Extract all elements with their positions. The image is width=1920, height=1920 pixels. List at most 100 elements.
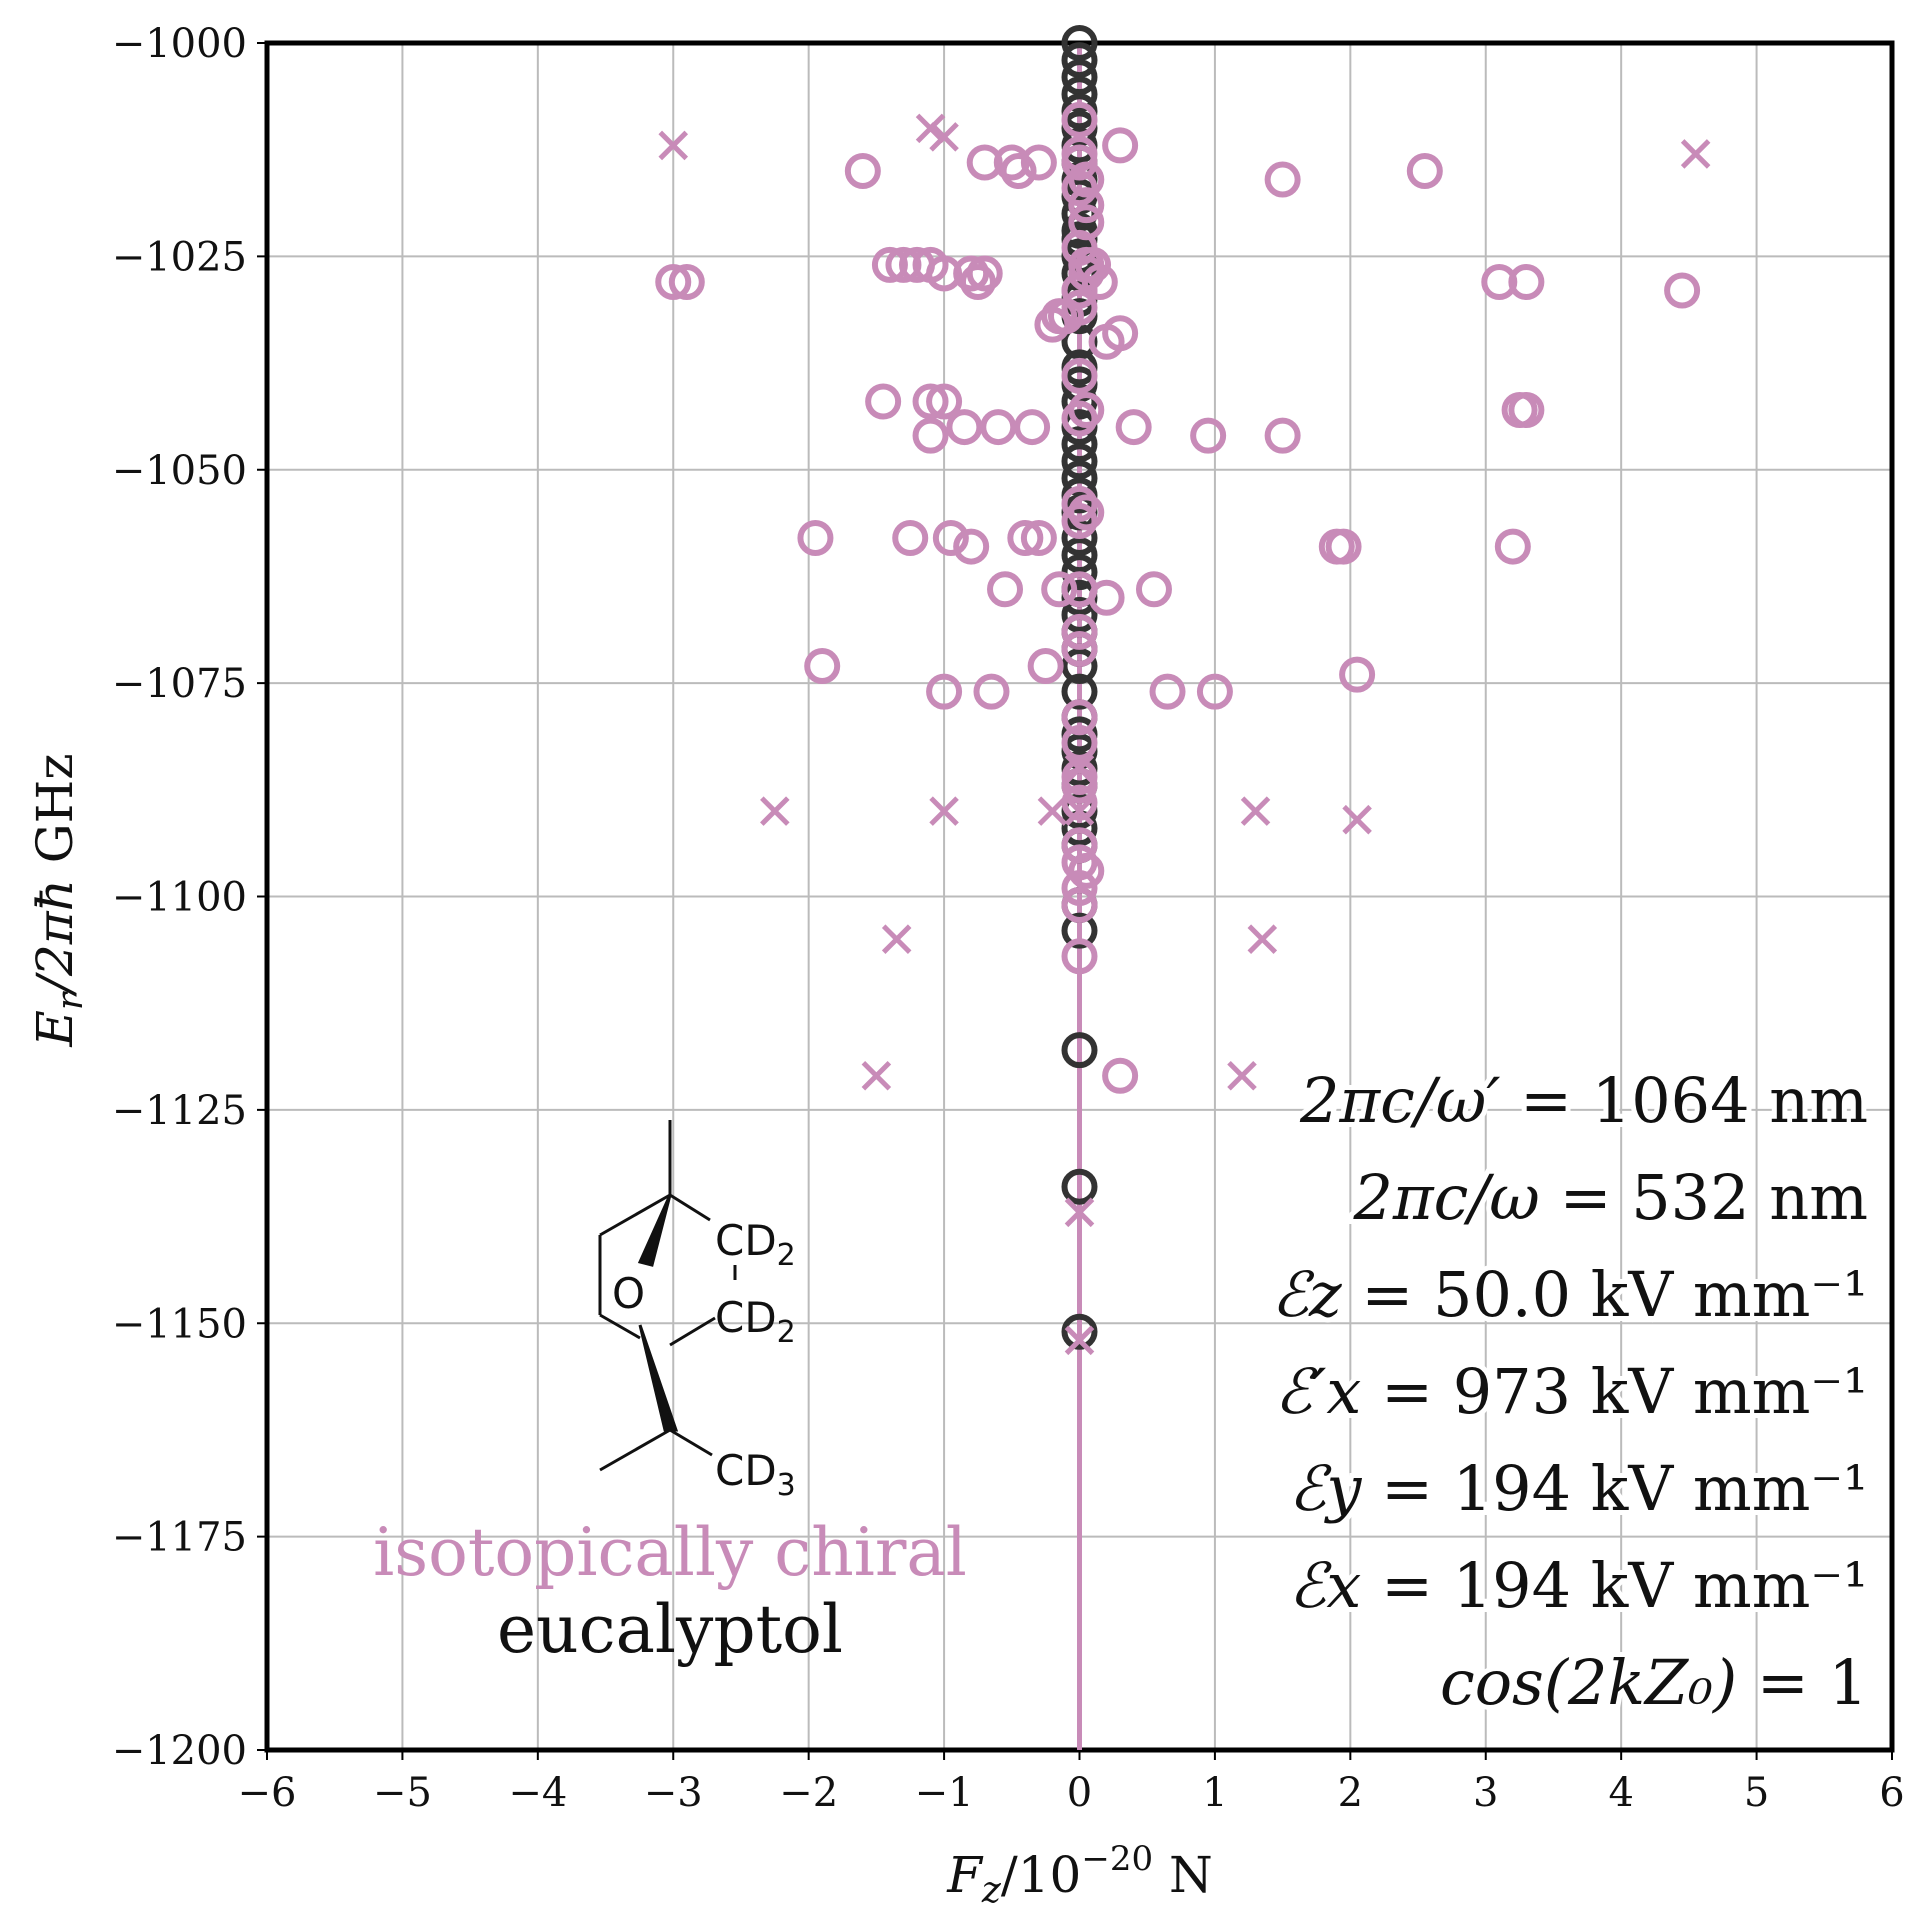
chiral-circle-point — [1664, 272, 1701, 309]
achiral-point — [1061, 195, 1098, 232]
chiral-circle-point — [1494, 528, 1531, 565]
chiral-circle-point — [1264, 417, 1301, 454]
y-tick-label: −1175 — [112, 1515, 247, 1561]
cross-stroke — [1064, 1197, 1095, 1228]
achiral-point — [1061, 537, 1098, 574]
chiral-circle-point — [946, 409, 983, 446]
annotation-line: 2πc/ω′ = 1064 nm — [1299, 1064, 1868, 1137]
chiral-circle-point — [1061, 630, 1098, 667]
chiral-circle-point — [1135, 571, 1172, 608]
chiral-cross-point — [1342, 804, 1372, 835]
chiral-cross-point — [658, 130, 689, 161]
annotation-line: ℰy = 194 kV mm⁻¹ — [1289, 1452, 1868, 1525]
cross-stroke — [1227, 1060, 1257, 1091]
achiral-point — [1061, 1032, 1098, 1069]
chiral-circle-point — [655, 263, 692, 300]
chiral-circle-point — [668, 263, 705, 300]
achiral-point — [1061, 1168, 1098, 1205]
chiral-circle-point — [1102, 315, 1139, 352]
achiral-point — [1061, 42, 1098, 79]
chiral-cross-point — [1064, 1325, 1095, 1356]
chiral-circle-point — [1061, 101, 1098, 138]
chiral-cross-point — [881, 924, 912, 954]
achiral-point — [1061, 912, 1098, 949]
annotation-line: ℰz = 50.0 kV mm⁻¹ — [1271, 1258, 1868, 1331]
chiral-circle-point — [1061, 784, 1098, 821]
chiral-circle-point — [865, 383, 902, 420]
chiral-circle-point — [797, 520, 834, 557]
annotation-line: 2πc/ω = 532 nm — [1352, 1161, 1868, 1234]
chiral-cross-point — [1240, 796, 1271, 826]
achiral-point — [1061, 383, 1098, 420]
chiral-circle-point — [1014, 409, 1051, 446]
x-tick-label: −6 — [238, 1770, 297, 1816]
achiral-point — [1061, 460, 1098, 497]
achiral-point — [1061, 59, 1098, 96]
chiral-circle-point — [1061, 938, 1098, 975]
chiral-circle-point — [973, 673, 1010, 710]
x-tick-label: −4 — [508, 1770, 567, 1816]
chiral-circle-point — [1115, 409, 1152, 446]
chiral-circle-point — [1075, 246, 1112, 283]
annotation-line: ℰx = 194 kV mm⁻¹ — [1289, 1549, 1868, 1622]
y-tick-label: −1200 — [112, 1728, 247, 1774]
chiral-circle-point — [1102, 127, 1139, 164]
chiral-circle-point — [1088, 579, 1125, 616]
data-points — [655, 25, 1711, 1356]
parameter-annotations: 2πc/ω′ = 1064 nm 2πc/ω = 532 nm ℰz = 50.0 … — [1266, 1059, 1873, 1724]
chiral-circle-point — [1061, 699, 1098, 736]
chiral-circle-point — [1020, 520, 1057, 557]
x-tick-label: −5 — [373, 1770, 432, 1816]
chiral-circle-point — [926, 383, 963, 420]
chiral-cross-point — [1064, 753, 1095, 784]
chiral-circle-point — [1007, 520, 1044, 557]
chiral-circle-point — [1061, 502, 1098, 539]
chiral-circle-point — [1020, 144, 1057, 181]
cross-stroke — [1240, 796, 1271, 826]
cross-stroke — [658, 130, 689, 161]
chiral-cross-point — [929, 122, 959, 152]
label-isotopically-chiral: isotopically chiral — [373, 1514, 967, 1591]
chiral-circle-point — [1061, 357, 1098, 394]
molecule-cd2-top: CD2 — [715, 1216, 796, 1273]
x-axis-title: Fz/10−20 N — [946, 1839, 1213, 1911]
label-eucalyptol: eucalyptol — [497, 1591, 843, 1668]
chiral-cross-point — [915, 113, 946, 144]
chiral-circle-point — [1068, 392, 1105, 429]
cross-stroke — [915, 113, 946, 144]
y-tick-label: −1100 — [112, 875, 247, 921]
chiral-cross-point — [1037, 796, 1068, 826]
chiral-circle-point — [1061, 485, 1098, 522]
achiral-point — [1061, 1313, 1098, 1350]
chiral-circle-point — [1068, 494, 1105, 531]
chiral-circle-point — [1068, 187, 1105, 224]
annotation-line: ℰ′x = 973 kV mm⁻¹ — [1275, 1355, 1868, 1428]
chiral-circle-point — [804, 648, 841, 685]
cross-stroke — [881, 924, 912, 954]
cross-stroke — [760, 796, 790, 826]
chiral-circle-point — [980, 409, 1017, 446]
x-tick-label: 0 — [1067, 1770, 1092, 1816]
chiral-cross-point — [760, 796, 790, 826]
chiral-circle-point — [953, 255, 990, 292]
chiral-circle-point — [912, 383, 949, 420]
achiral-point — [1061, 76, 1098, 113]
chiral-circle-point — [1325, 528, 1362, 565]
cross-stroke — [1037, 796, 1068, 826]
y-tick-label: −1000 — [112, 21, 247, 67]
y-axis-title: Er/2πħ GHz — [26, 753, 91, 1047]
chiral-circle-point — [1102, 1057, 1139, 1094]
cross-stroke — [929, 122, 959, 152]
x-tick-label: −3 — [644, 1770, 703, 1816]
x-tick-label: 1 — [1202, 1770, 1227, 1816]
chiral-cross-point — [929, 796, 959, 826]
x-tick-label: 4 — [1608, 1770, 1633, 1816]
achiral-point — [1061, 426, 1098, 463]
chiral-circle-point — [926, 673, 963, 710]
chiral-cross-point — [1064, 796, 1095, 826]
chiral-circle-point — [1061, 724, 1098, 761]
chiral-circle-point — [987, 571, 1024, 608]
chiral-circle-point — [959, 263, 996, 300]
chiral-circle-point — [1068, 852, 1105, 889]
chiral-circle-point — [1000, 153, 1037, 190]
